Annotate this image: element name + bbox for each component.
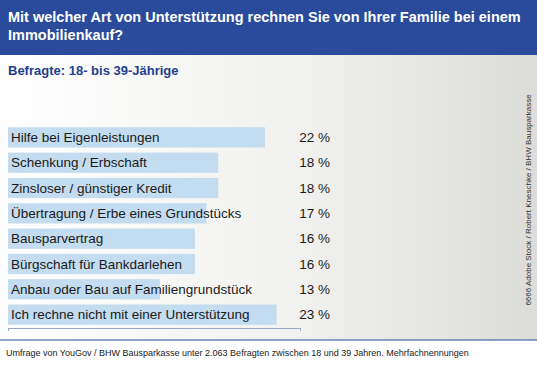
category-label: Bürgschaft für Bankdarlehen — [11, 257, 182, 272]
axis-line — [9, 329, 301, 332]
tick-mark — [8, 328, 9, 331]
labels: Hilfe bei Eigenleistungen Schenkung / Erb… — [11, 130, 330, 322]
subtitle: Befragte: 18- bis 39-Jährige — [8, 63, 179, 78]
data-label: 16 % — [299, 231, 330, 246]
tick-mark — [300, 328, 301, 331]
bar — [8, 229, 195, 249]
data-label: 18 % — [299, 155, 330, 170]
category-label: Hilfe bei Eigenleistungen — [11, 130, 160, 145]
title: Mit welcher Art von Unterstützung rechne… — [8, 9, 521, 43]
tick — [300, 328, 301, 331]
bar — [8, 178, 218, 198]
category-label: Übertragung / Erbe eines Grundstücks — [11, 206, 242, 221]
bar — [8, 304, 277, 324]
tick — [8, 328, 9, 331]
background — [0, 55, 537, 340]
bars — [8, 127, 277, 324]
category-label: Zinsloser / günstiger Kredit — [11, 181, 172, 196]
chart: Mit welcher Art von Unterstützung rechne… — [0, 0, 537, 372]
data-label: 18 % — [299, 181, 330, 196]
data-label: 23 % — [299, 307, 330, 322]
data-label: 16 % — [299, 257, 330, 272]
bar — [8, 254, 195, 274]
source-note: Umfrage von YouGov / BHW Bausparkasse un… — [6, 348, 469, 358]
x-axis — [9, 328, 301, 331]
data-label: 17 % — [299, 206, 330, 221]
category-label: Anbau oder Bau auf Familiengrundstück — [11, 282, 252, 297]
category-label: Bausparvertrag — [11, 231, 103, 246]
bar — [8, 127, 265, 147]
title-banner — [0, 0, 537, 55]
data-label: 13 % — [299, 282, 330, 297]
footer-rule — [0, 340, 537, 341]
data-label: 22 % — [299, 130, 330, 145]
bar — [8, 153, 218, 173]
image-credit: 6666 Adobe Stock / Robert Kneschke / BHW… — [524, 94, 533, 306]
category-label: Ich rechne nicht mit einer Unterstützung — [11, 307, 250, 322]
category-label: Schenkung / Erbschaft — [11, 155, 147, 170]
